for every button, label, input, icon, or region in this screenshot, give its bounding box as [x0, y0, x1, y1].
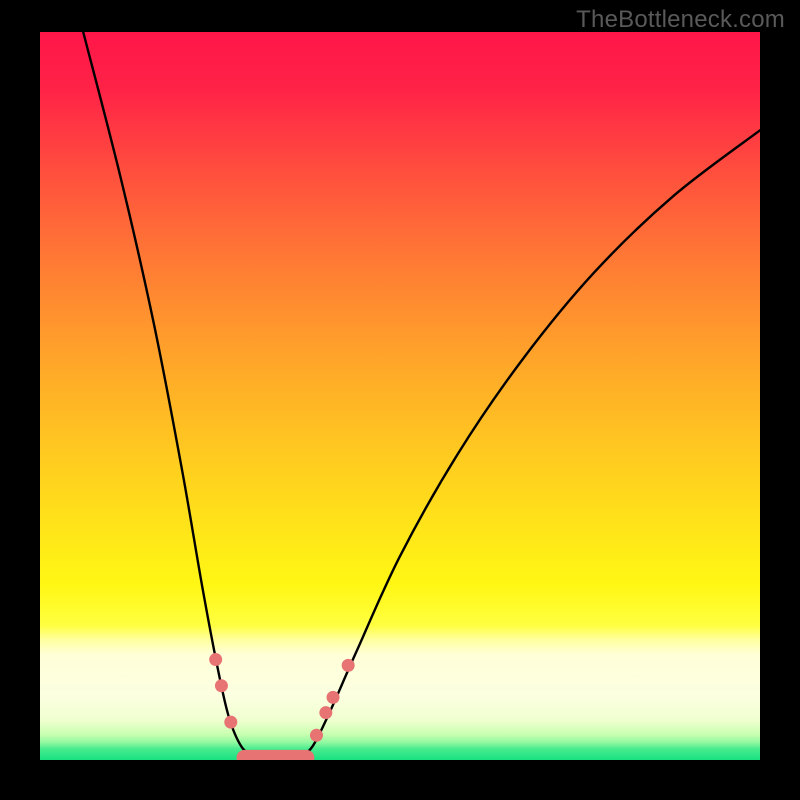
chart-svg [40, 32, 760, 760]
curve-left-branch [83, 32, 256, 759]
marker-bottom-pill [237, 750, 315, 760]
watermark-text: TheBottleneck.com [576, 6, 785, 34]
marker-dot-1 [215, 679, 228, 692]
marker-dot-4 [319, 706, 332, 719]
plot-area [40, 32, 760, 760]
marker-dot-0 [209, 653, 222, 666]
marker-dot-3 [310, 729, 323, 742]
curve-right-branch [298, 130, 760, 758]
chart-container: TheBottleneck.com [0, 0, 800, 800]
marker-dot-5 [327, 691, 340, 704]
marker-dot-6 [342, 659, 355, 672]
marker-dot-2 [224, 716, 237, 729]
